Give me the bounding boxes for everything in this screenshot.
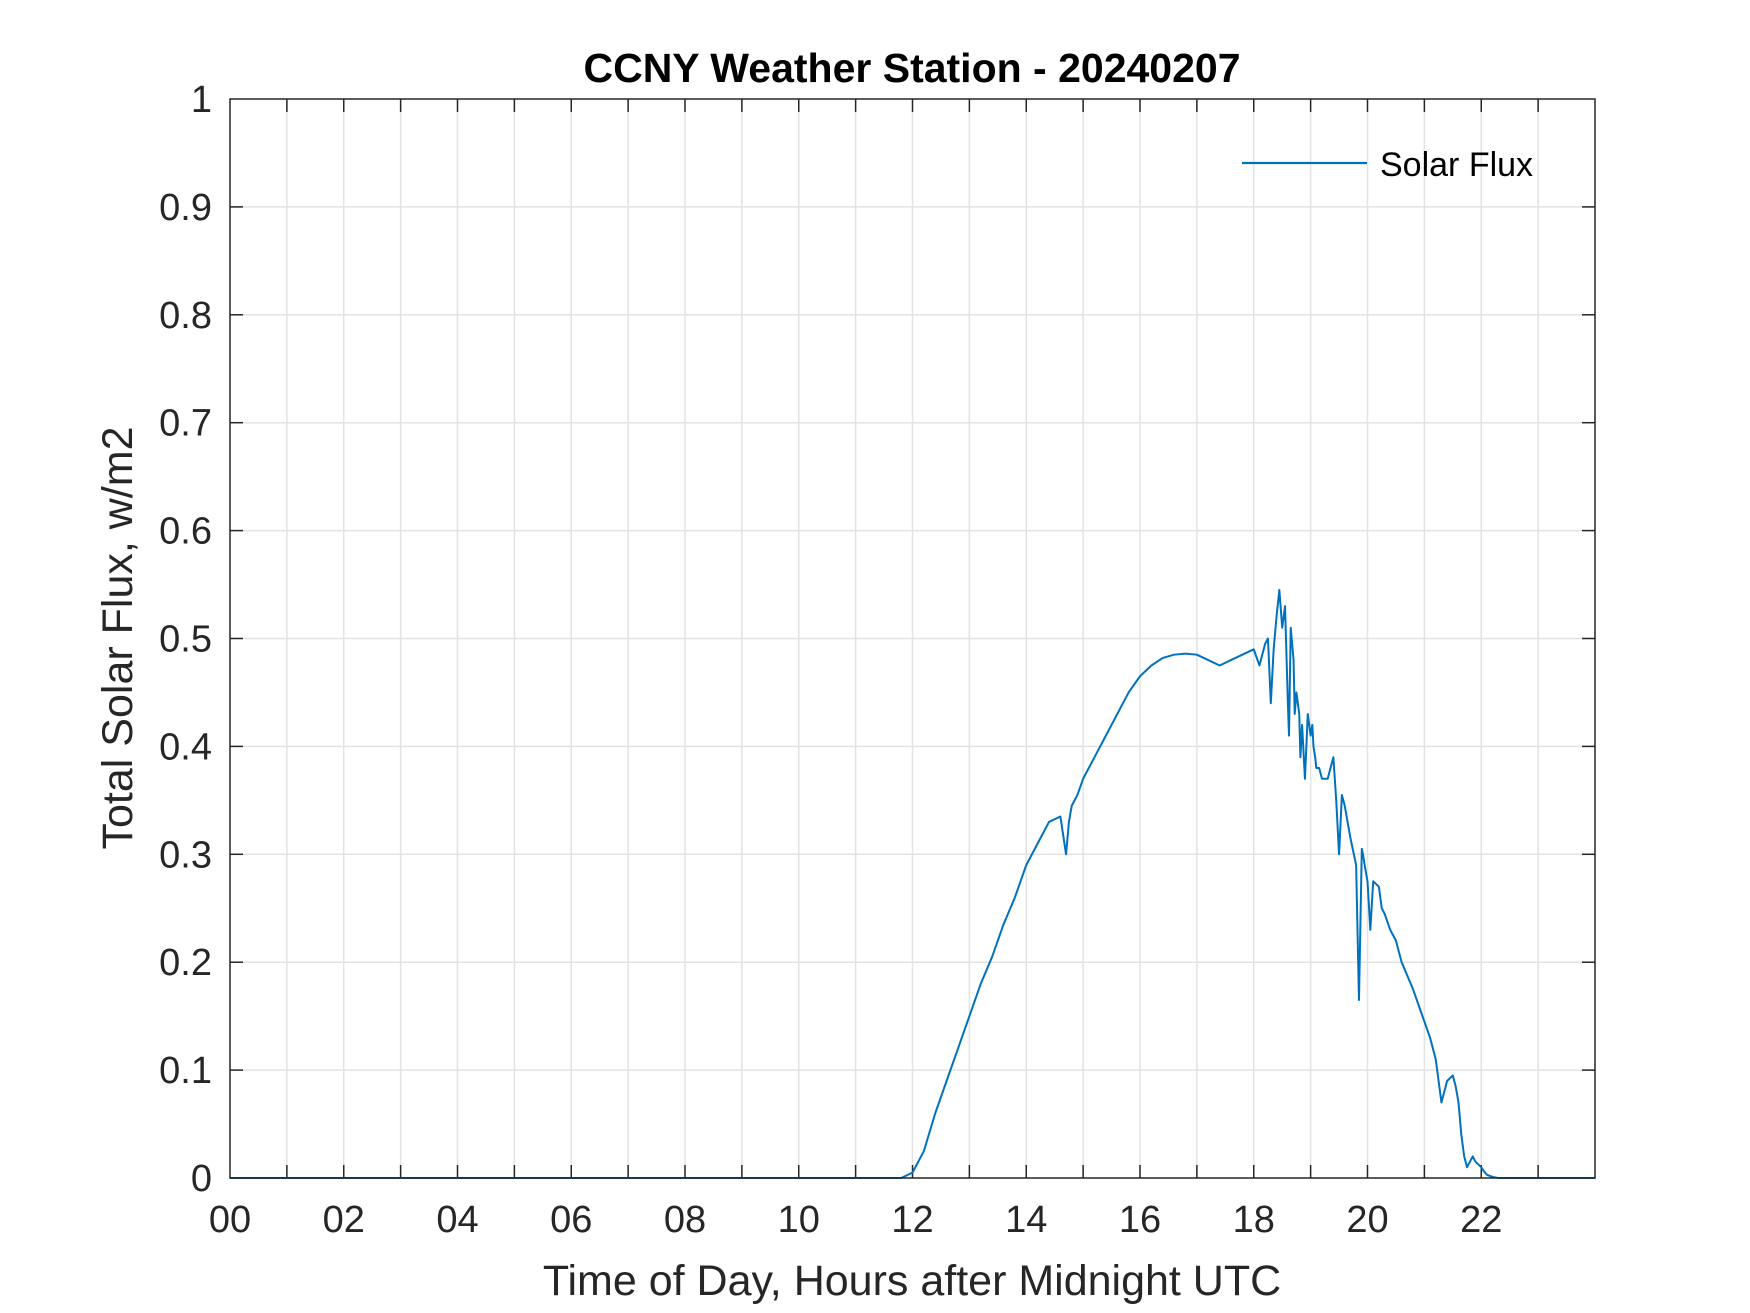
x-tick-label: 18	[1233, 1199, 1275, 1241]
grid	[230, 99, 1595, 1178]
y-axis-title: Total Solar Flux, w/m2	[94, 427, 142, 850]
x-tick-labels: 00 02 04 06 08 10 12 14 16 18 20 22	[209, 1199, 1503, 1241]
y-tick-labels: 0 0.1 0.2 0.3 0.4 0.5 0.6 0.7 0.8 0.9 1	[159, 79, 212, 1200]
chart-title: CCNY Weather Station - 20240207	[583, 45, 1240, 91]
x-tick-label: 04	[436, 1199, 478, 1241]
y-tick-label: 1	[191, 79, 212, 121]
y-tick-label: 0.5	[159, 619, 212, 661]
y-tick-label: 0.7	[159, 403, 212, 445]
series-line-solar-flux	[230, 588, 1595, 1179]
y-tick-label: 0.4	[159, 726, 212, 768]
y-tick-label: 0.8	[159, 295, 212, 337]
y-tick-label: 0.9	[159, 187, 212, 229]
legend: Solar Flux	[1242, 146, 1533, 184]
ticks	[230, 99, 1595, 1178]
y-tick-label: 0.6	[159, 511, 212, 553]
x-tick-label: 02	[323, 1199, 365, 1241]
legend-label-solar-flux: Solar Flux	[1380, 146, 1533, 184]
x-tick-label: 12	[891, 1199, 933, 1241]
x-tick-label: 06	[550, 1199, 592, 1241]
y-tick-label: 0.3	[159, 834, 212, 876]
x-tick-label: 22	[1460, 1199, 1502, 1241]
y-tick-label: 0.2	[159, 942, 212, 984]
x-tick-label: 16	[1119, 1199, 1161, 1241]
x-tick-label: 08	[664, 1199, 706, 1241]
x-axis-title: Time of Day, Hours after Midnight UTC	[543, 1257, 1281, 1305]
series-layer	[230, 588, 1595, 1179]
x-tick-label: 00	[209, 1199, 251, 1241]
x-tick-label: 10	[778, 1199, 820, 1241]
x-tick-label: 14	[1005, 1199, 1047, 1241]
plot-frame	[229, 98, 1596, 1179]
y-tick-label: 0	[191, 1158, 212, 1200]
y-tick-label: 0.1	[159, 1050, 212, 1092]
x-tick-label: 20	[1346, 1199, 1388, 1241]
